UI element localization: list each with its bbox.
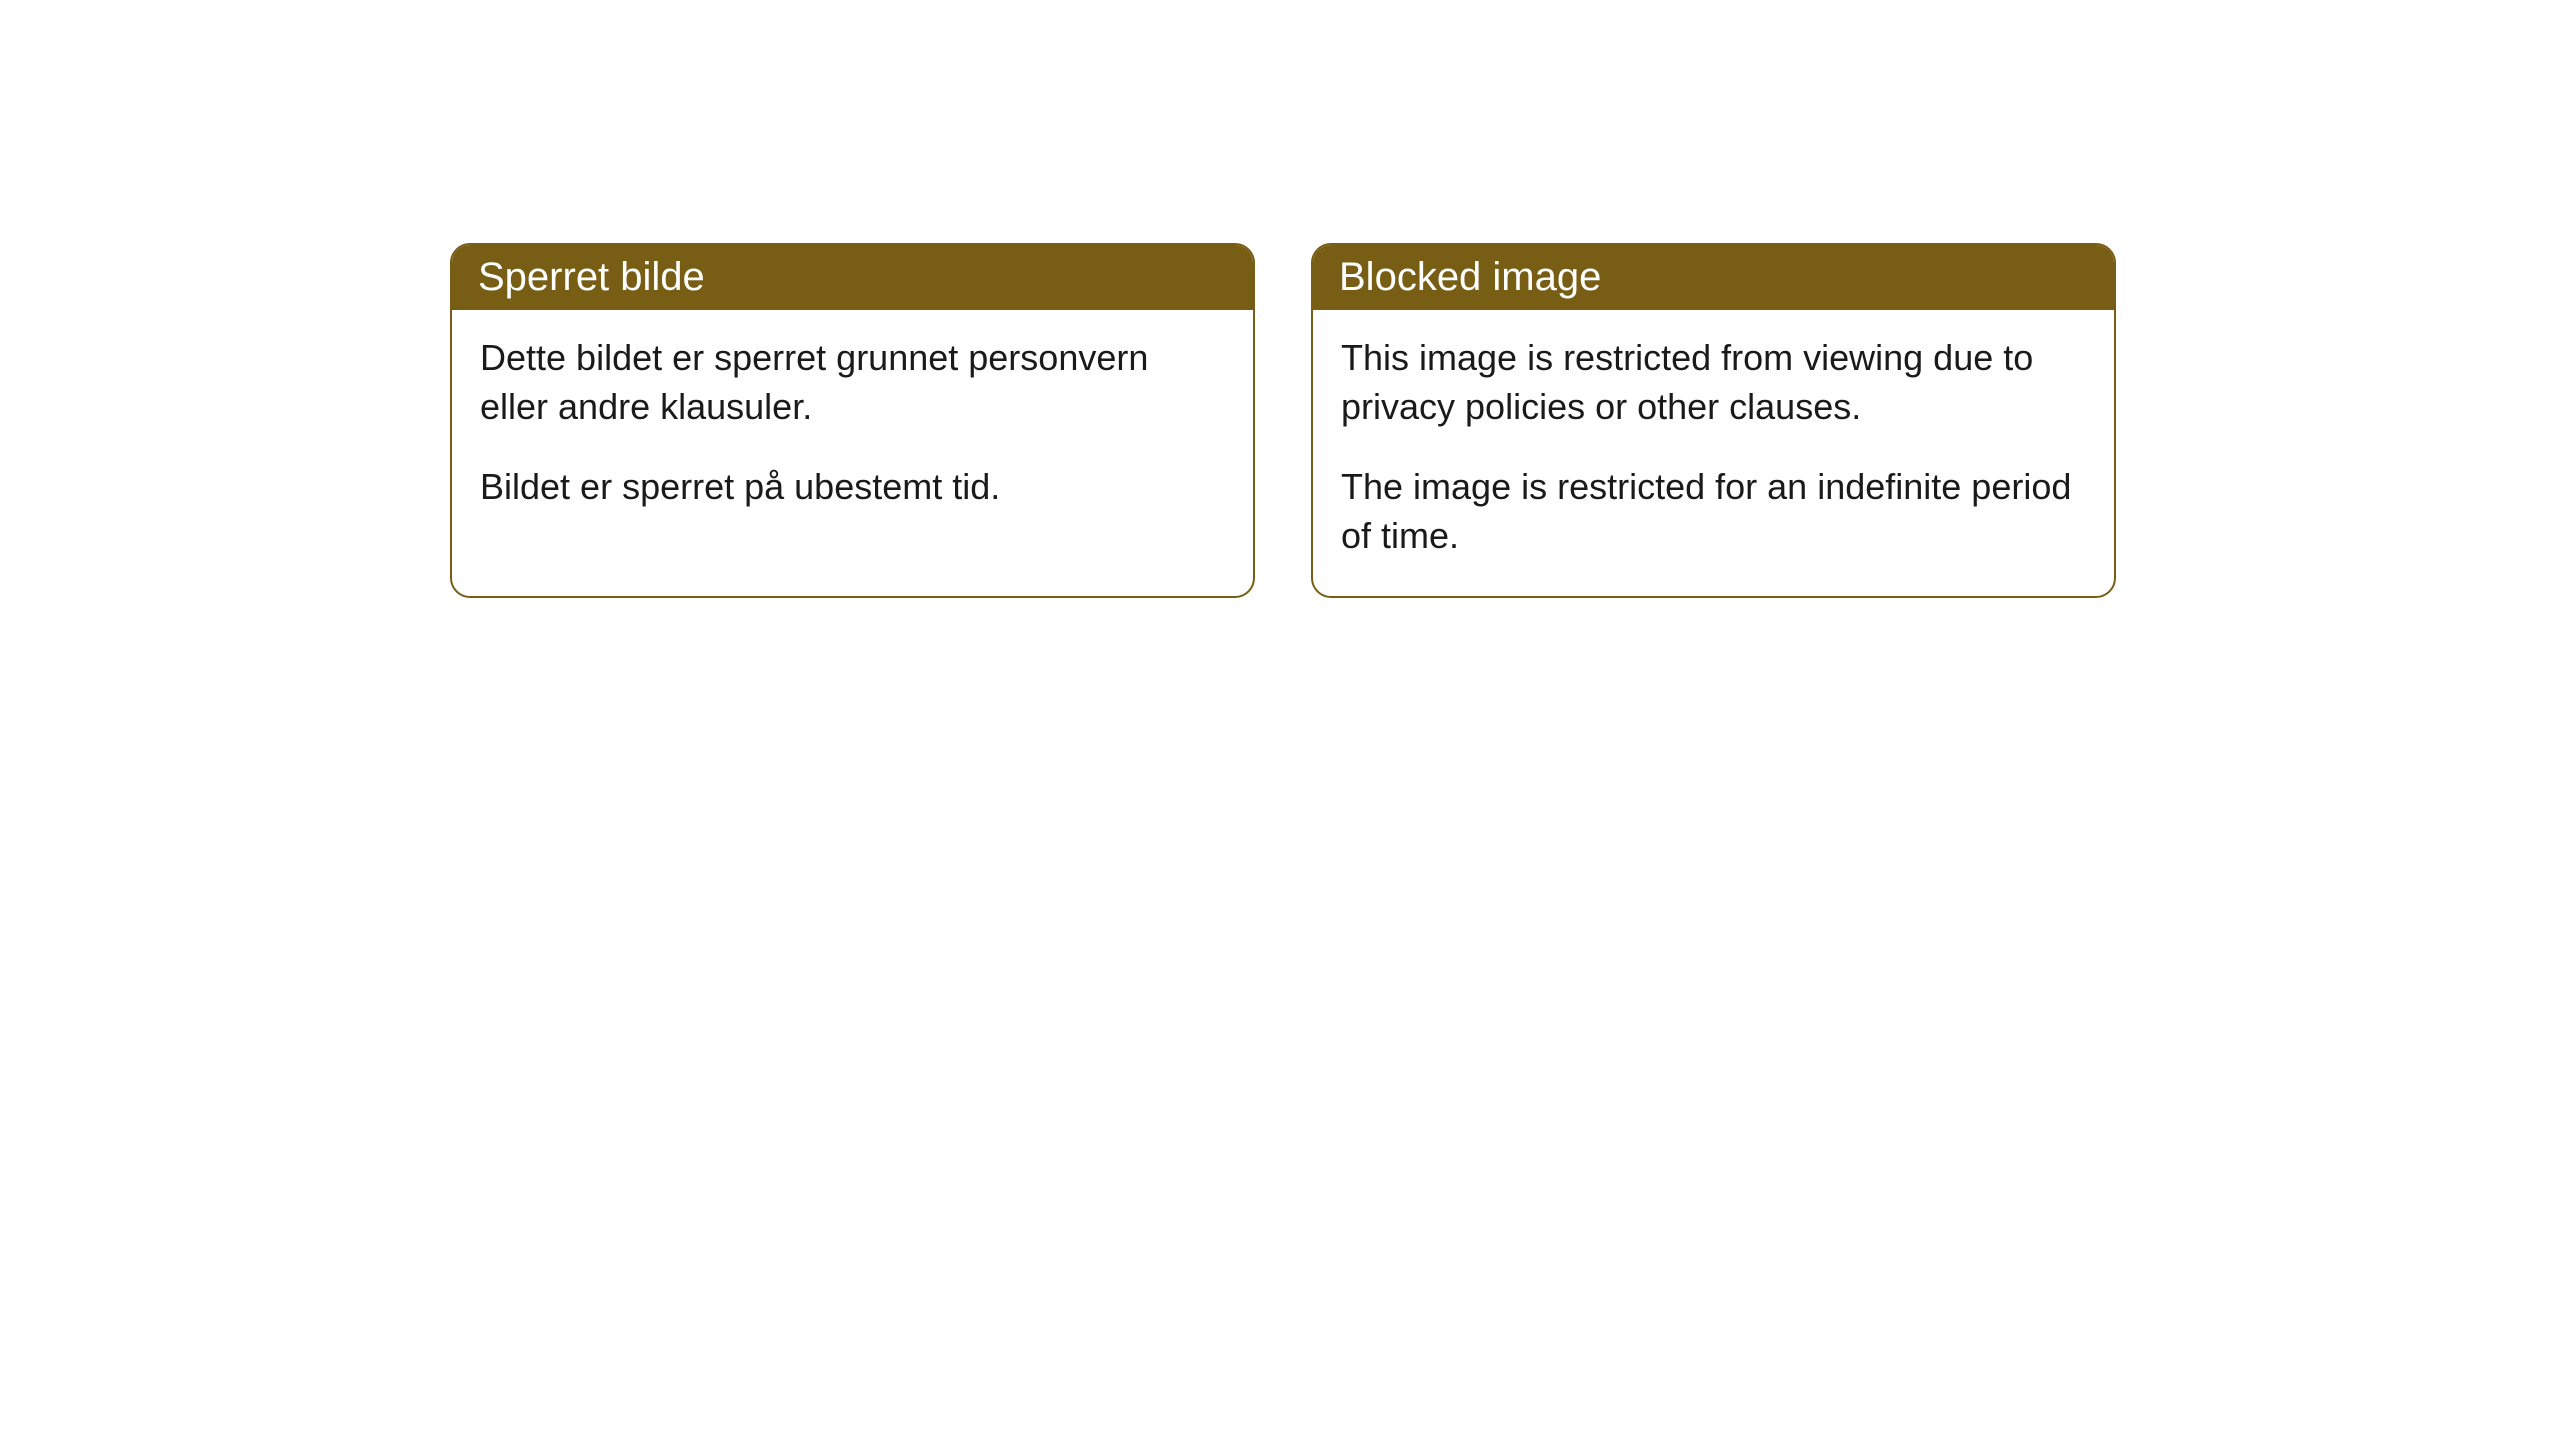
card-header: Blocked image bbox=[1313, 245, 2114, 310]
card-paragraph: The image is restricted for an indefinit… bbox=[1341, 463, 2086, 560]
card-paragraph: Bildet er sperret på ubestemt tid. bbox=[480, 463, 1225, 512]
card-body: Dette bildet er sperret grunnet personve… bbox=[452, 310, 1253, 548]
card-header: Sperret bilde bbox=[452, 245, 1253, 310]
notice-card-english: Blocked image This image is restricted f… bbox=[1311, 243, 2116, 598]
card-paragraph: This image is restricted from viewing du… bbox=[1341, 334, 2086, 431]
card-title: Sperret bilde bbox=[478, 255, 705, 299]
card-title: Blocked image bbox=[1339, 255, 1601, 299]
card-paragraph: Dette bildet er sperret grunnet personve… bbox=[480, 334, 1225, 431]
notice-card-norwegian: Sperret bilde Dette bildet er sperret gr… bbox=[450, 243, 1255, 598]
card-body: This image is restricted from viewing du… bbox=[1313, 310, 2114, 596]
notice-cards-container: Sperret bilde Dette bildet er sperret gr… bbox=[450, 243, 2116, 598]
